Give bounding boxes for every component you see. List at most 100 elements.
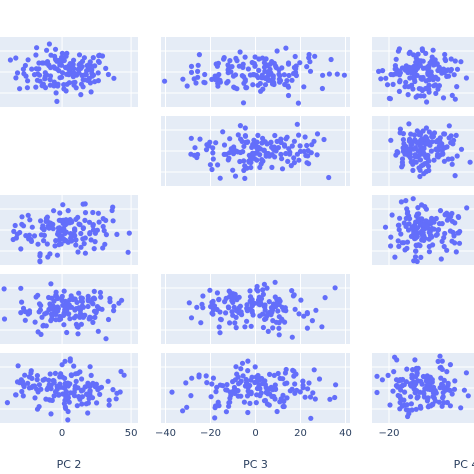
- data-point: [59, 70, 66, 76]
- data-point: [314, 131, 321, 137]
- data-point: [430, 47, 436, 53]
- data-point: [224, 382, 230, 388]
- data-point: [233, 55, 239, 62]
- data-point: [441, 66, 447, 72]
- data-point: [257, 164, 263, 170]
- data-point: [262, 302, 268, 308]
- data-point: [38, 218, 44, 224]
- data-point: [29, 375, 35, 381]
- data-point: [396, 378, 402, 384]
- data-point: [413, 406, 419, 412]
- data-point: [275, 370, 281, 377]
- data-point: [101, 228, 107, 234]
- data-point: [188, 315, 195, 321]
- data-point: [59, 297, 65, 304]
- data-point: [410, 367, 416, 373]
- data-point: [110, 387, 116, 393]
- data-point: [423, 85, 429, 92]
- data-point: [119, 297, 125, 303]
- data-point: [11, 228, 17, 234]
- data-point: [277, 298, 283, 304]
- data-point: [406, 50, 412, 57]
- data-point: [420, 128, 426, 134]
- data-point: [447, 403, 453, 409]
- data-point: [404, 245, 410, 251]
- data-point: [91, 308, 98, 314]
- data-point: [277, 399, 283, 405]
- data-point: [111, 308, 117, 314]
- data-point: [209, 76, 215, 82]
- data-point: [393, 71, 399, 77]
- data-point: [447, 387, 453, 393]
- data-point: [408, 394, 414, 400]
- data-point: [106, 397, 112, 403]
- data-point: [424, 398, 430, 404]
- data-point: [438, 256, 444, 262]
- data-point: [406, 121, 412, 127]
- data-point: [418, 58, 424, 64]
- data-point: [405, 84, 412, 90]
- data-point: [404, 366, 410, 372]
- data-point: [75, 331, 81, 337]
- data-point: [458, 405, 464, 411]
- data-point: [296, 311, 302, 317]
- data-point: [86, 219, 93, 225]
- data-point: [249, 308, 255, 314]
- data-point: [439, 366, 445, 372]
- data-point: [411, 231, 417, 237]
- data-point: [277, 78, 284, 84]
- data-point: [27, 217, 33, 223]
- data-point: [289, 77, 295, 83]
- data-point: [97, 391, 103, 397]
- data-point: [291, 138, 297, 144]
- xtick-label: −20: [378, 428, 399, 439]
- data-point: [240, 64, 246, 70]
- data-point: [259, 157, 265, 163]
- data-point: [25, 311, 31, 317]
- data-point: [280, 376, 286, 382]
- data-point: [406, 147, 413, 153]
- data-point: [79, 376, 85, 382]
- data-point: [249, 144, 255, 150]
- data-point: [390, 81, 396, 87]
- data-point: [212, 415, 218, 421]
- data-point: [439, 381, 445, 387]
- data-point: [53, 293, 60, 299]
- data-point: [453, 249, 459, 255]
- data-point: [461, 387, 467, 393]
- data-point: [51, 298, 57, 304]
- data-point: [304, 160, 310, 166]
- data-point: [248, 323, 254, 329]
- data-point: [417, 157, 424, 163]
- data-point: [237, 49, 243, 55]
- data-point: [279, 156, 285, 162]
- data-point: [27, 236, 33, 242]
- data-point: [80, 225, 86, 232]
- data-point: [258, 88, 264, 94]
- data-point: [309, 142, 315, 148]
- data-point: [297, 148, 304, 154]
- data-point: [92, 314, 98, 320]
- data-point: [41, 227, 47, 233]
- data-point: [98, 294, 104, 300]
- data-point: [420, 227, 426, 234]
- data-point: [200, 293, 206, 299]
- data-point: [249, 303, 255, 309]
- data-point: [454, 66, 461, 72]
- data-point: [195, 74, 201, 80]
- data-point: [66, 302, 72, 308]
- data-point: [321, 136, 327, 143]
- data-point: [230, 312, 236, 318]
- data-point: [272, 132, 278, 139]
- data-point: [410, 70, 416, 76]
- data-point: [441, 377, 447, 383]
- data-point: [188, 135, 194, 141]
- xtick-label: 50: [125, 428, 138, 439]
- data-point: [198, 320, 204, 326]
- data-point: [79, 394, 85, 400]
- data-point: [193, 80, 199, 86]
- data-point: [293, 72, 299, 79]
- data-point: [429, 73, 435, 80]
- data-point: [107, 299, 113, 305]
- data-point: [316, 376, 323, 382]
